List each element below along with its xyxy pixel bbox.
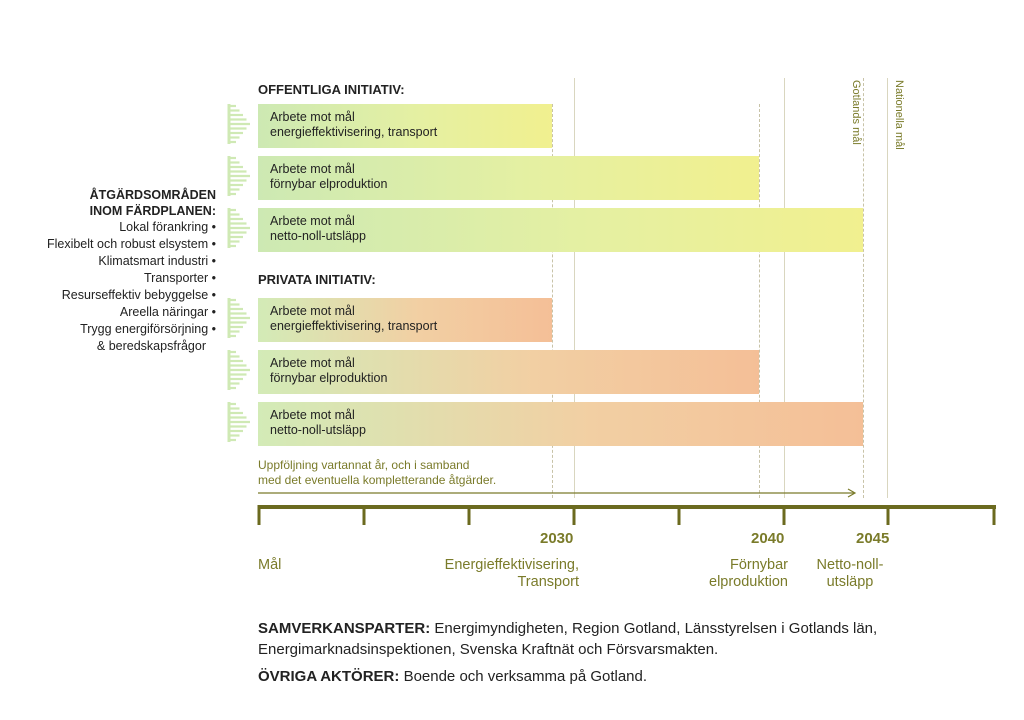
focus-area-item: & beredskapsfrågor xyxy=(96,339,206,353)
private-bar-energy: Arbete mot mål energieffektivisering, tr… xyxy=(258,298,552,342)
partners-line1: Energimyndigheten, Region Gotland, Länss… xyxy=(434,620,878,637)
bar-line1: Arbete mot mål xyxy=(270,214,355,228)
public-bar-renewable: Arbete mot mål förnybar elproduktion xyxy=(258,156,759,200)
focus-area-item: Lokal förankring • xyxy=(119,220,216,234)
goal-renew-line2: elproduktion xyxy=(709,574,788,590)
gridline-gotland-dashed xyxy=(863,78,864,498)
bar-line2: förnybar elproduktion xyxy=(270,177,388,191)
private-initiatives-title: PRIVATA INITIATIV: xyxy=(258,272,376,287)
focus-area-item: Klimatsmart industri • xyxy=(98,254,216,268)
focus-areas-heading-line2: INOM FÄRDPLANEN: xyxy=(89,204,216,218)
public-initiatives-title: OFFENTLIGA INITIATIV: xyxy=(258,82,405,97)
others-label: ÖVRIGA AKTÖRER: xyxy=(258,668,400,685)
focus-area-item: Resurseffektiv bebyggelse • xyxy=(61,288,216,302)
others-block: ÖVRIGA AKTÖRER: Boende och verksamma på … xyxy=(258,666,647,687)
public-bar-netzero: Arbete mot mål netto-noll-utsläpp xyxy=(258,208,863,252)
followup-arrow-icon xyxy=(258,488,857,498)
goal-label-renewable: Förnybar elproduktion xyxy=(709,557,788,591)
gridline-2030-dashed xyxy=(552,104,553,498)
focus-area-item: Transporter • xyxy=(144,271,216,285)
timeline-axis xyxy=(257,505,996,525)
tick-2030: 2030 xyxy=(540,530,574,547)
focus-area-item: Flexibelt och robust elsystem • xyxy=(46,237,216,251)
bar-line2: förnybar elproduktion xyxy=(270,371,388,385)
private-bar-netzero: Arbete mot mål netto-noll-utsläpp xyxy=(258,402,863,446)
goal-energy-line2: Transport xyxy=(517,574,579,590)
bar-line1: Arbete mot mål xyxy=(270,356,355,370)
national-goal-label: Nationella mål xyxy=(893,80,905,150)
bar-line2: energieffektivisering, transport xyxy=(270,319,438,333)
goal-label-netzero: Netto-noll- utsläpp xyxy=(808,557,892,591)
partners-label: SAMVERKANSPARTER: xyxy=(258,620,431,637)
gotland-goal-label: Gotlands mål xyxy=(850,80,862,145)
tick-2040: 2040 xyxy=(751,530,785,547)
bar-line2: netto-noll-utsläpp xyxy=(270,229,366,243)
arrow-bundle-icon xyxy=(227,104,250,442)
followup-line1: Uppföljning vartannat år, och i samband xyxy=(258,458,470,472)
goal-netto-line2: utsläpp xyxy=(826,574,874,590)
goal-label-mal: Mål xyxy=(258,557,282,573)
others-text: Boende och verksamma på Gotland. xyxy=(403,668,648,685)
gridline-2040 xyxy=(784,78,785,498)
public-bar-energy: Arbete mot mål energieffektivisering, tr… xyxy=(258,104,552,148)
focus-area-item: Trygg energiförsörjning • xyxy=(80,322,216,336)
bar-line1: Arbete mot mål xyxy=(270,408,355,422)
private-bar-renewable: Arbete mot mål förnybar elproduktion xyxy=(258,350,759,394)
goal-renew-line1: Förnybar xyxy=(729,557,788,573)
goal-energy-line1: Energieffektivisering, xyxy=(444,557,579,573)
tick-2045: 2045 xyxy=(856,530,890,547)
focus-area-item: Areella näringar • xyxy=(119,305,216,319)
followup-line2: med det eventuella kompletterande åtgärd… xyxy=(258,473,497,487)
followup-text: Uppföljning vartannat år, och i samband … xyxy=(258,458,496,488)
partners-line2: Energimarknadsinspektionen, Svenska Kraf… xyxy=(258,641,719,658)
bar-line1: Arbete mot mål xyxy=(270,304,355,318)
gridline-2040-dashed xyxy=(759,104,760,498)
bar-line1: Arbete mot mål xyxy=(270,162,355,176)
bar-line2: netto-noll-utsläpp xyxy=(270,423,366,437)
focus-areas-panel: ÅTGÄRDSOMRÅDEN INOM FÄRDPLANEN: Lokal fö… xyxy=(47,187,216,355)
gridline-2030 xyxy=(574,78,575,498)
gridline-national xyxy=(887,78,888,498)
goal-label-energy: Energieffektivisering, Transport xyxy=(445,557,579,591)
goal-netto-line1: Netto-noll- xyxy=(816,557,884,573)
bar-line1: Arbete mot mål xyxy=(270,110,355,124)
focus-areas-heading-line1: ÅTGÄRDSOMRÅDEN xyxy=(89,188,216,202)
bar-line2: energieffektivisering, transport xyxy=(270,125,438,139)
partners-block: SAMVERKANSPARTER: Energimyndigheten, Reg… xyxy=(258,618,877,660)
